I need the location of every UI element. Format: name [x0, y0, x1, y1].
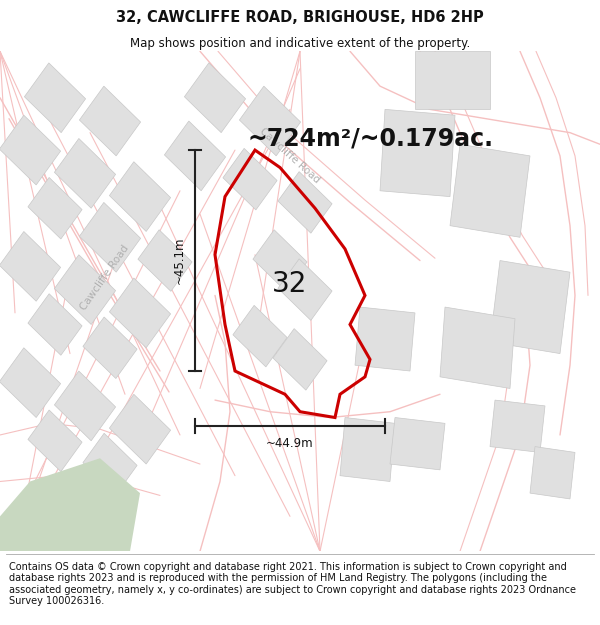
- Polygon shape: [28, 410, 82, 471]
- Polygon shape: [233, 306, 287, 367]
- Polygon shape: [380, 109, 455, 197]
- Text: Cawcliffe Road: Cawcliffe Road: [258, 126, 322, 186]
- Polygon shape: [0, 348, 61, 418]
- Polygon shape: [253, 230, 307, 291]
- Polygon shape: [278, 172, 332, 233]
- Text: 32: 32: [272, 270, 308, 298]
- Polygon shape: [450, 144, 530, 238]
- Polygon shape: [490, 400, 545, 452]
- Text: 32, CAWCLIFFE ROAD, BRIGHOUSE, HD6 2HP: 32, CAWCLIFFE ROAD, BRIGHOUSE, HD6 2HP: [116, 10, 484, 25]
- Polygon shape: [28, 294, 82, 355]
- Polygon shape: [184, 63, 245, 132]
- Polygon shape: [278, 259, 332, 321]
- Text: Cawcliffe Road: Cawcliffe Road: [79, 244, 131, 312]
- Polygon shape: [28, 177, 82, 239]
- Polygon shape: [79, 202, 140, 272]
- Polygon shape: [273, 329, 327, 390]
- Polygon shape: [55, 139, 116, 208]
- Polygon shape: [25, 63, 86, 132]
- Polygon shape: [109, 162, 170, 231]
- Polygon shape: [0, 231, 61, 301]
- Polygon shape: [164, 121, 226, 191]
- Polygon shape: [490, 261, 570, 354]
- Polygon shape: [55, 371, 116, 441]
- Polygon shape: [223, 148, 277, 210]
- Polygon shape: [355, 307, 415, 371]
- Polygon shape: [83, 317, 137, 379]
- Polygon shape: [79, 86, 140, 156]
- Polygon shape: [390, 418, 445, 470]
- Text: Contains OS data © Crown copyright and database right 2021. This information is : Contains OS data © Crown copyright and d…: [9, 562, 576, 606]
- Polygon shape: [0, 458, 140, 551]
- Polygon shape: [109, 394, 170, 464]
- Polygon shape: [340, 418, 395, 481]
- Text: ~724m²/~0.179ac.: ~724m²/~0.179ac.: [247, 126, 493, 151]
- Polygon shape: [109, 278, 170, 348]
- Text: ~45.1m: ~45.1m: [173, 237, 186, 284]
- Text: ~44.9m: ~44.9m: [266, 438, 314, 450]
- Polygon shape: [138, 230, 192, 291]
- Polygon shape: [239, 86, 301, 156]
- Polygon shape: [0, 115, 61, 185]
- Polygon shape: [83, 433, 137, 495]
- Polygon shape: [440, 307, 515, 389]
- Polygon shape: [55, 255, 116, 324]
- Polygon shape: [530, 447, 575, 499]
- Polygon shape: [415, 51, 490, 109]
- Text: Map shows position and indicative extent of the property.: Map shows position and indicative extent…: [130, 37, 470, 50]
